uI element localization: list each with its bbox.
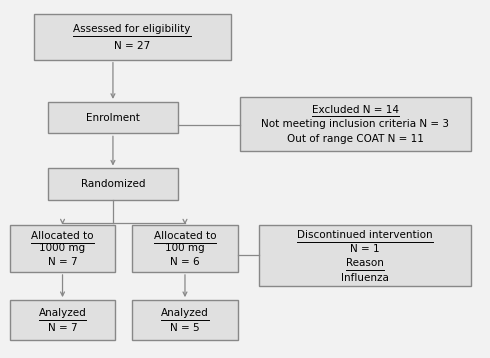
Text: N = 7: N = 7 — [48, 323, 77, 333]
Bar — [48, 169, 178, 200]
Bar — [34, 14, 231, 60]
Text: Not meeting inclusion criteria N = 3: Not meeting inclusion criteria N = 3 — [262, 119, 449, 129]
Text: Influenza: Influenza — [341, 273, 389, 283]
Text: N = 7: N = 7 — [48, 257, 77, 267]
Text: Enrolment: Enrolment — [86, 113, 140, 122]
Bar — [259, 224, 471, 286]
Bar — [240, 97, 471, 151]
Text: N = 27: N = 27 — [114, 41, 150, 51]
Text: Allocated to: Allocated to — [0, 357, 1, 358]
Text: Discontinued intervention: Discontinued intervention — [297, 230, 433, 240]
Text: Assessed for eligibility: Assessed for eligibility — [74, 24, 191, 34]
Text: N = 6: N = 6 — [170, 257, 200, 267]
Text: Allocated to: Allocated to — [31, 231, 94, 241]
Text: Allocated to: Allocated to — [0, 357, 1, 358]
Text: Assessed for eligibility: Assessed for eligibility — [0, 357, 1, 358]
Text: Excluded N = 14: Excluded N = 14 — [0, 357, 1, 358]
Bar — [10, 300, 115, 340]
Text: N = 5: N = 5 — [170, 323, 200, 333]
Text: Analyzed: Analyzed — [0, 357, 1, 358]
Bar — [10, 224, 115, 272]
Text: Analyzed: Analyzed — [161, 308, 209, 318]
Bar — [132, 300, 238, 340]
Bar — [48, 102, 178, 134]
Text: Reason: Reason — [346, 258, 384, 268]
Text: Analyzed: Analyzed — [0, 357, 1, 358]
Text: Reason: Reason — [0, 357, 1, 358]
Text: Randomized: Randomized — [81, 179, 145, 189]
Text: N = 1: N = 1 — [350, 244, 380, 254]
Text: Allocated to: Allocated to — [154, 231, 216, 241]
Text: Excluded N = 14: Excluded N = 14 — [312, 105, 399, 115]
Text: Analyzed: Analyzed — [39, 308, 86, 318]
Text: Discontinued intervention: Discontinued intervention — [0, 357, 1, 358]
Bar — [132, 224, 238, 272]
Text: Out of range COAT N = 11: Out of range COAT N = 11 — [287, 134, 424, 144]
Text: 100 mg: 100 mg — [165, 243, 205, 253]
Text: 1000 mg: 1000 mg — [40, 243, 86, 253]
